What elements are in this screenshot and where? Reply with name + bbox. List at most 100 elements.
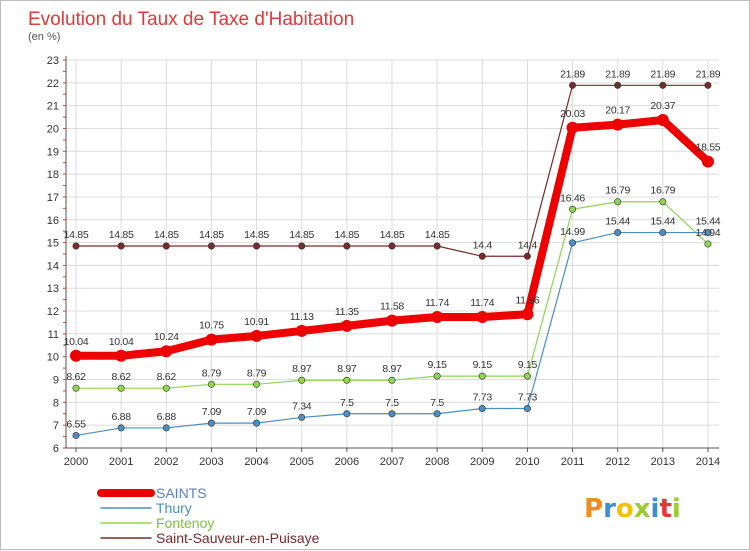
data-label: 10.24 (154, 331, 179, 343)
data-label: 7.5 (385, 397, 399, 409)
data-point (340, 319, 353, 332)
y-tick-label: 22 (47, 78, 59, 90)
data-label: 14.85 (199, 229, 224, 241)
data-label: 11.13 (290, 311, 314, 323)
x-tick-label: 2007 (380, 456, 404, 468)
data-point (117, 384, 125, 392)
logo-letter: P (584, 494, 603, 524)
data-point (433, 410, 441, 418)
data-label: 6.55 (66, 418, 86, 430)
y-tick-label: 19 (47, 146, 59, 158)
series-lines (70, 81, 714, 439)
data-point (523, 252, 531, 260)
legend-label: Thury (156, 500, 192, 516)
data-label: 10.04 (109, 336, 134, 348)
y-tick-label: 7 (53, 420, 59, 432)
data-label: 6.88 (112, 411, 132, 423)
data-point (207, 419, 215, 427)
data-point (569, 239, 577, 247)
data-point (388, 376, 396, 384)
data-point (117, 424, 125, 432)
data-label: 14.85 (425, 229, 450, 241)
data-label: 7.5 (430, 397, 444, 409)
data-label: 8.97 (292, 363, 312, 375)
data-label: 16.79 (650, 185, 675, 197)
data-point (162, 384, 170, 392)
data-point (253, 242, 261, 250)
data-label: 8.97 (337, 363, 357, 375)
data-label: 8.62 (157, 371, 177, 383)
y-tick-label: 23 (47, 55, 59, 67)
data-label: 9.15 (427, 359, 447, 371)
data-point (160, 345, 173, 358)
data-point (388, 410, 396, 418)
data-point (659, 198, 667, 206)
data-point (70, 349, 82, 362)
data-label: 11.74 (470, 297, 494, 309)
x-tick-label: 2014 (696, 456, 720, 468)
x-tick-label: 2006 (335, 456, 359, 468)
logo-letter: i (672, 494, 681, 524)
data-point (614, 81, 622, 89)
y-tick-label: 6 (53, 443, 59, 455)
data-label: 10.75 (199, 320, 224, 332)
data-label: 8.62 (112, 371, 132, 383)
data-label: 14.85 (109, 229, 134, 241)
y-tick-label: 9 (53, 375, 59, 387)
data-label: 14.85 (154, 229, 179, 241)
x-tick-label: 2001 (109, 456, 133, 468)
series-thury (72, 229, 712, 439)
logo-letter: r (603, 494, 616, 524)
x-tick-label: 2005 (289, 456, 313, 468)
data-label: 14.85 (64, 229, 89, 241)
y-tick-label: 13 (47, 283, 59, 295)
data-point (205, 333, 218, 346)
data-point (117, 242, 125, 250)
legend-label: Fontenoy (156, 515, 214, 531)
data-point (704, 81, 712, 89)
data-point (521, 308, 534, 321)
data-point (569, 81, 577, 89)
data-point (569, 205, 577, 213)
data-point (388, 242, 396, 250)
data-label: 7.34 (292, 400, 312, 412)
x-tick-label: 2012 (605, 456, 629, 468)
data-point (253, 419, 261, 427)
data-label: 14.4 (473, 239, 493, 251)
data-label: 10.91 (244, 316, 269, 328)
data-point (162, 424, 170, 432)
data-point (659, 81, 667, 89)
data-label: 14.85 (244, 229, 269, 241)
data-point (614, 198, 622, 206)
data-label: 11.35 (335, 306, 359, 318)
data-label: 20.37 (650, 100, 675, 112)
y-tick-label: 15 (47, 238, 59, 250)
data-point (433, 242, 441, 250)
y-tick-label: 10 (47, 352, 59, 364)
y-tick-label: 20 (47, 123, 59, 135)
data-label: 21.89 (560, 68, 585, 80)
logo-letter: x (634, 494, 651, 524)
data-point (701, 155, 714, 168)
data-point (162, 242, 170, 250)
y-tick-label: 17 (47, 192, 59, 204)
data-label: 8.79 (247, 367, 267, 379)
x-tick-label: 2009 (470, 456, 494, 468)
data-label: 7.5 (340, 397, 354, 409)
x-tick-label: 2013 (651, 456, 675, 468)
series-saint-sauveur-en-puisaye (72, 81, 712, 260)
x-tick-label: 2008 (425, 456, 449, 468)
data-point (614, 229, 622, 237)
data-point (343, 376, 351, 384)
data-label: 7.09 (202, 406, 222, 418)
data-label: 9.15 (518, 359, 538, 371)
series-saints (70, 114, 714, 362)
x-tick-label: 2000 (64, 456, 88, 468)
data-label: 8.97 (382, 363, 402, 375)
data-label: 20.03 (560, 108, 585, 120)
y-tick-label: 18 (47, 169, 59, 181)
logo-letter: t (659, 494, 671, 524)
data-label: 14.4 (518, 239, 538, 251)
legend: SAINTSThuryFontenoySaint-Sauveur-en-Puis… (97, 485, 320, 546)
